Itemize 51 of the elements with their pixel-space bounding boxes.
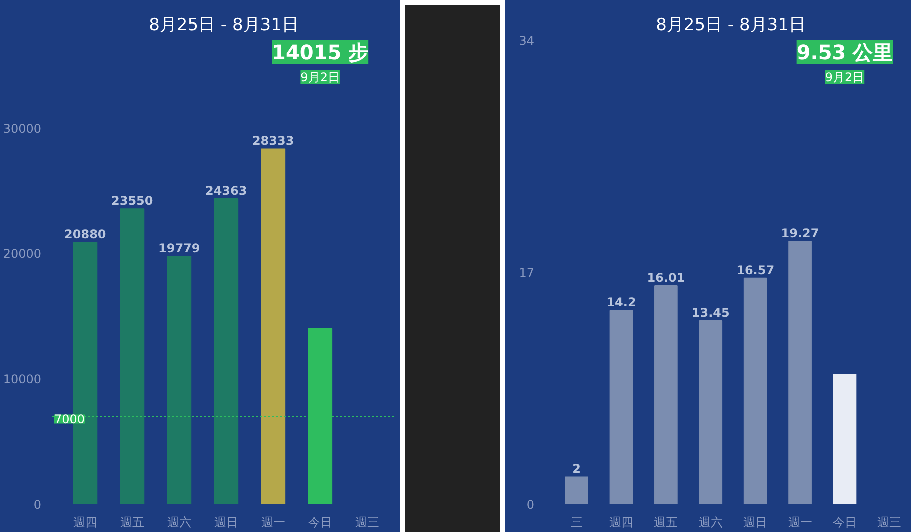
data-label: 19779 bbox=[158, 241, 200, 256]
x-tick-label: 週四 bbox=[73, 516, 98, 530]
x-tick-label: 週日 bbox=[214, 516, 238, 530]
bar bbox=[565, 476, 588, 504]
x-tick-label: 週六 bbox=[698, 516, 723, 530]
data-label: 16.01 bbox=[647, 271, 686, 286]
bar bbox=[610, 310, 634, 504]
chart-title: 8月25日 - 8月31日 bbox=[656, 16, 806, 36]
annotation: 9.53 公里 bbox=[796, 40, 894, 64]
y-tick-label: 0 bbox=[34, 498, 42, 512]
x-tick-label: 週三 bbox=[878, 516, 902, 530]
data-label: 19.27 bbox=[781, 226, 820, 241]
y-tick-label: 34 bbox=[519, 34, 535, 48]
annotation: 14015 步 bbox=[272, 40, 369, 64]
bar bbox=[744, 278, 768, 504]
bar bbox=[699, 320, 723, 504]
bar bbox=[833, 374, 857, 504]
data-label: 20880 bbox=[64, 228, 106, 242]
x-tick-label: 週日 bbox=[744, 516, 768, 530]
bar bbox=[788, 241, 812, 504]
x-tick-label: 今日 bbox=[308, 516, 332, 530]
x-tick-label: 週六 bbox=[167, 516, 192, 530]
y-tick-label: 0 bbox=[526, 498, 535, 512]
x-tick-label: 週三 bbox=[355, 516, 380, 530]
x-tick-label: 週一 bbox=[788, 516, 812, 530]
y-tick-label: 17 bbox=[519, 266, 535, 280]
x-tick-label: 週四 bbox=[609, 516, 634, 530]
y-tick-label: 10000 bbox=[3, 372, 42, 387]
chart-title: 8月25日 - 8月31日 bbox=[149, 16, 299, 36]
data-label: 16.57 bbox=[736, 263, 775, 278]
bar bbox=[654, 286, 678, 504]
ref-line-label: 7000 bbox=[54, 412, 86, 427]
x-tick-label: 今日 bbox=[832, 516, 857, 530]
annotation: 9月2日 bbox=[825, 70, 865, 84]
x-tick-label: 三 bbox=[570, 516, 583, 530]
x-tick-label: 週五 bbox=[120, 516, 144, 530]
bar bbox=[167, 256, 192, 504]
data-label: 14.2 bbox=[606, 296, 636, 310]
bar bbox=[214, 198, 239, 504]
y-tick-label: 30000 bbox=[3, 122, 42, 136]
bar bbox=[120, 208, 145, 504]
annotation: 9月2日 bbox=[300, 70, 340, 84]
data-label: 2 bbox=[572, 462, 581, 476]
y-tick-label: 20000 bbox=[3, 247, 42, 262]
x-tick-label: 週五 bbox=[654, 516, 678, 530]
x-tick-label: 週一 bbox=[261, 516, 286, 530]
data-label: 24363 bbox=[205, 184, 248, 198]
data-label: 23550 bbox=[112, 194, 154, 208]
bar bbox=[261, 148, 286, 504]
data-label: 28333 bbox=[252, 134, 294, 148]
data-label: 13.45 bbox=[692, 306, 730, 320]
